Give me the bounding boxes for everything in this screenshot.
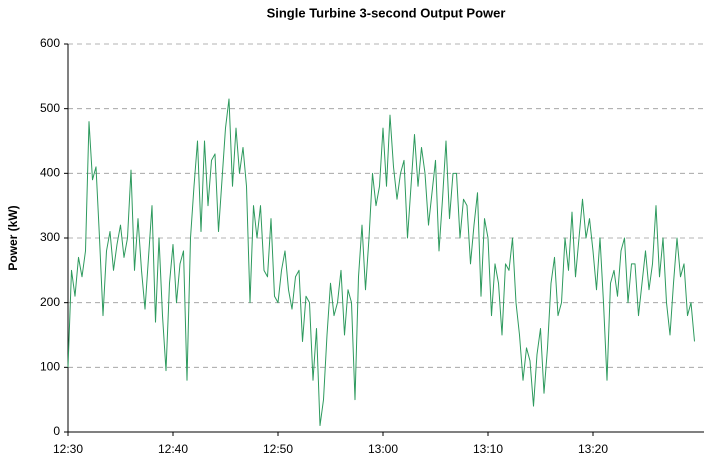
x-tick-label: 12:40	[158, 442, 188, 456]
x-tick-label: 13:10	[473, 442, 503, 456]
y-tick-label: 200	[40, 295, 60, 309]
y-axis-label: Power (kW)	[6, 205, 20, 270]
y-tick-label: 300	[40, 230, 60, 244]
x-tick-label: 13:20	[578, 442, 608, 456]
chart-title: Single Turbine 3-second Output Power	[267, 5, 506, 20]
y-tick-label: 500	[40, 101, 60, 115]
y-tick-label: 100	[40, 360, 60, 374]
y-tick-label: 600	[40, 36, 60, 50]
data-line	[67, 98, 695, 427]
y-tick-label: 0	[53, 424, 60, 438]
x-tick-label: 12:30	[53, 442, 83, 456]
y-tick-label: 400	[40, 166, 60, 180]
x-tick-label: 13:00	[368, 442, 398, 456]
x-tick-label: 12:50	[263, 442, 293, 456]
